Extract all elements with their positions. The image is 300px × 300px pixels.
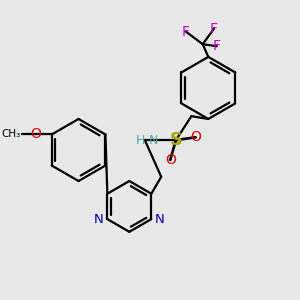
Text: F: F xyxy=(210,22,218,36)
Text: N: N xyxy=(155,213,165,226)
Text: N: N xyxy=(149,134,158,147)
Text: F: F xyxy=(182,25,190,38)
Text: O: O xyxy=(190,130,201,144)
Text: O: O xyxy=(31,128,42,142)
Text: H: H xyxy=(136,134,145,147)
Text: N: N xyxy=(94,213,104,226)
Text: S: S xyxy=(169,131,182,149)
Text: O: O xyxy=(165,153,176,167)
Text: F: F xyxy=(213,39,221,53)
Text: CH₃: CH₃ xyxy=(2,129,21,139)
